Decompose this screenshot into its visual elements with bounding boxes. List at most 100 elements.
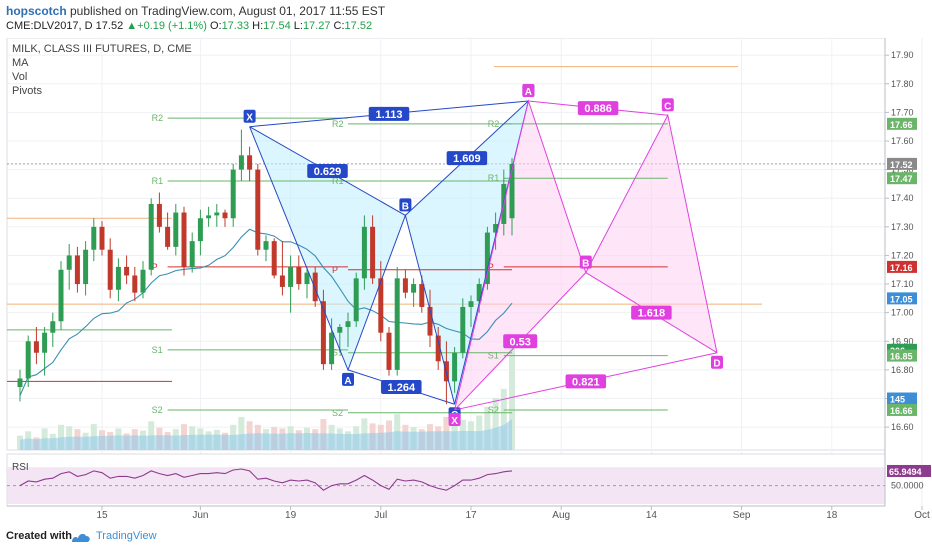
rsi-value-label: 65.9494 (889, 467, 922, 477)
candle-body (361, 226, 367, 279)
candle-body (468, 301, 474, 307)
pivot-label-r2: R2 (488, 119, 500, 129)
pattern-triangle-bcd (585, 115, 717, 353)
pivot-label-r1: R1 (152, 176, 164, 186)
ratio-badge (307, 164, 348, 179)
candle-body (402, 278, 408, 293)
candle-body (386, 332, 392, 370)
candle-body (435, 335, 441, 362)
price-tick-label: 17.20 (891, 250, 914, 260)
time-tick-label: 18 (826, 510, 838, 521)
price-marker-label: 17.52 (890, 160, 913, 170)
harmonic-patterns: 1.113 0.629 1.609 1.264 X A B C D 0.886 0.53 1.618 0… (243, 83, 723, 427)
pivot-label-r1: R1 (332, 176, 344, 186)
price-marker-label: 145 (890, 395, 905, 405)
ratio-label: 1.618 (638, 308, 666, 320)
candle-body (222, 212, 228, 219)
candle-body (165, 226, 171, 247)
created-with-label: Created with (6, 530, 73, 542)
time-tick-label: Oct (914, 510, 930, 521)
candle-body (509, 163, 515, 219)
publish-info: published on TradingView.com, August 01,… (66, 4, 386, 18)
candle-body (107, 249, 113, 290)
point-badge (399, 198, 412, 212)
price-tick-label: 16.90 (891, 336, 914, 346)
candle-body (460, 306, 466, 353)
candle-body (66, 255, 72, 270)
candle-body (173, 212, 179, 247)
high-value: 17.54 (263, 20, 291, 32)
candle-body (25, 341, 31, 379)
candle-body (148, 203, 154, 270)
pivot-label-s2: S2 (332, 408, 343, 418)
chart-legend: MILK, CLASS III FUTURES, D, CME MA Vol P… (12, 43, 192, 97)
candle-body (476, 284, 482, 302)
point-label: C (664, 101, 671, 112)
price-marker (887, 392, 917, 405)
ratio-badge (577, 101, 619, 116)
point-label: D (713, 359, 720, 370)
high-label: H: (252, 20, 264, 32)
candle-body (197, 218, 203, 242)
candle-body (83, 249, 89, 285)
pivot-label-s2: S2 (152, 405, 163, 415)
candle-body (58, 269, 64, 322)
price-marker-label: 17.16 (890, 263, 913, 273)
candle-body (132, 275, 138, 293)
point-label: X (246, 113, 253, 124)
pivot-label-s1: S1 (332, 348, 343, 358)
candle-body (493, 223, 499, 233)
legend-ma[interactable]: MA (12, 57, 29, 69)
time-tick-label: Jul (374, 510, 387, 521)
ratio-label: 1.264 (388, 382, 416, 394)
pivot-label-r2: R2 (152, 113, 164, 123)
candle-body (370, 226, 376, 279)
axes: 16.6016.7016.8016.9017.0017.1017.2017.30… (7, 38, 931, 521)
candle-body (353, 278, 359, 322)
candle-body (345, 321, 351, 327)
rsi-pane: RSI (6, 453, 886, 507)
candle-body (427, 306, 433, 336)
candle-body (263, 241, 269, 250)
open-value: 17.33 (221, 20, 250, 32)
price-tick-label: 17.30 (891, 222, 914, 232)
up-arrow-icon: ▲ (126, 20, 138, 32)
candle-body (33, 341, 39, 353)
price-marker-label: 17.47 (890, 174, 913, 184)
legend-pivots[interactable]: Pivots (12, 85, 42, 97)
tradingview-brand[interactable]: TradingView (96, 530, 157, 542)
price-tick-label: 17.60 (891, 136, 914, 146)
low-label: L: (293, 20, 303, 32)
ratio-label: 1.113 (376, 109, 403, 121)
ratio-label: 0.53 (509, 336, 530, 348)
candle-body (156, 203, 162, 227)
publisher-username[interactable]: hopscotch (6, 4, 67, 18)
candle-body (337, 326, 343, 333)
ratio-badge (503, 334, 538, 349)
time-tick-label: Jun (192, 510, 208, 521)
last-price: 17.52 (95, 20, 124, 32)
candle-body (50, 321, 56, 333)
point-badge (661, 98, 674, 112)
legend-vol[interactable]: Vol (12, 71, 27, 83)
rsi-label: RSI (12, 462, 29, 473)
candle-body (304, 272, 310, 285)
time-tick-label: 17 (465, 510, 477, 521)
candle-body (279, 275, 285, 287)
candle-body (378, 278, 384, 333)
candle-body (329, 332, 335, 365)
pivot-label-r2: R2 (332, 119, 344, 129)
price-tick-label: 16.80 (891, 365, 914, 375)
candle-body (91, 226, 97, 250)
ratio-badge (381, 380, 422, 395)
price-tick-label: 17.80 (891, 79, 914, 89)
ratio-label: 0.886 (584, 103, 612, 115)
point-badge (243, 109, 256, 123)
point-label: B (582, 259, 589, 270)
publisher-line: hopscotch published on TradingView.com, … (6, 4, 385, 18)
candle-body (394, 278, 400, 370)
ratio-label: 0.821 (572, 376, 600, 388)
ratio-label: 1.609 (453, 153, 481, 165)
candle-body (17, 378, 23, 388)
